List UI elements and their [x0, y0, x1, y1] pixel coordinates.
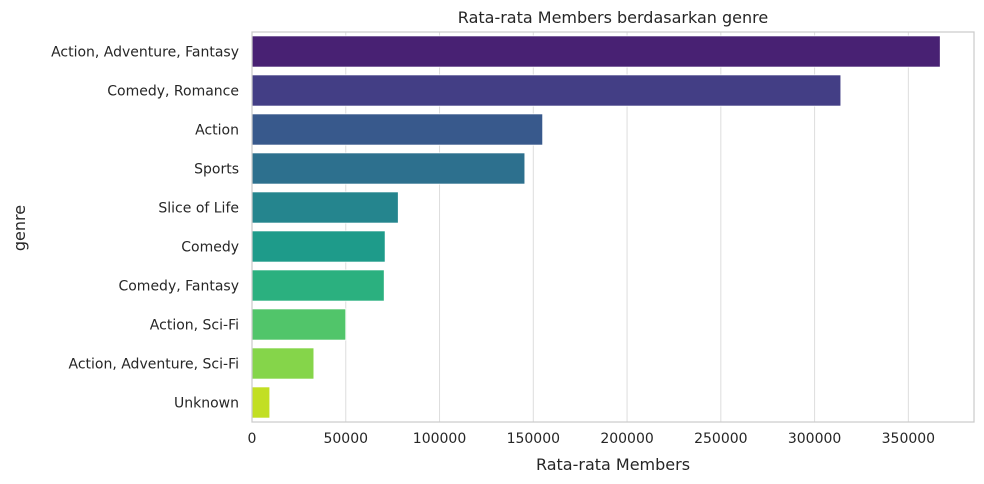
bar: [251, 308, 347, 341]
x-tick-label: 150000: [507, 431, 560, 447]
x-tick-label: 200000: [600, 431, 653, 447]
y-tick-label: Slice of Life: [158, 201, 239, 217]
y-tick-label: Action, Adventure, Sci-Fi: [68, 357, 239, 373]
x-tick-label: 100000: [413, 431, 466, 447]
x-tick-label: 0: [248, 431, 257, 447]
y-tick-labels: Action, Adventure, Fantasy Comedy, Romanc…: [51, 45, 239, 412]
y-tick-label: Comedy, Fantasy: [118, 279, 239, 295]
bar: [251, 113, 544, 146]
x-tick-label: 50000: [323, 431, 368, 447]
y-axis-label: genre: [10, 205, 29, 251]
y-tick-label: Action, Adventure, Fantasy: [51, 45, 239, 61]
y-tick-label: Unknown: [174, 396, 239, 412]
plot-frame: [251, 31, 975, 423]
bar: [251, 269, 385, 302]
bar: [251, 191, 399, 224]
bar: [251, 347, 315, 380]
x-tick-label: 350000: [882, 431, 935, 447]
y-tick-label: Comedy, Romance: [107, 84, 239, 100]
x-tick-label: 250000: [694, 431, 747, 447]
x-axis-label: Rata-rata Members: [536, 455, 690, 474]
bar: [251, 386, 271, 419]
x-tick-labels: 0 50000 100000 150000 200000 250000 300000 3500…: [248, 431, 936, 447]
chart-title: Rata-rata Members berdasarkan genre: [458, 8, 768, 27]
y-tick-label: Sports: [194, 162, 239, 178]
bars: [251, 35, 941, 419]
bar: [251, 230, 386, 263]
y-tick-label: Comedy: [181, 240, 239, 256]
bar: [251, 35, 941, 68]
y-tick-label: Action: [195, 123, 239, 139]
bar: [251, 74, 842, 107]
bar: [251, 152, 526, 185]
x-tick-label: 300000: [788, 431, 841, 447]
y-tick-label: Action, Sci-Fi: [150, 318, 239, 334]
